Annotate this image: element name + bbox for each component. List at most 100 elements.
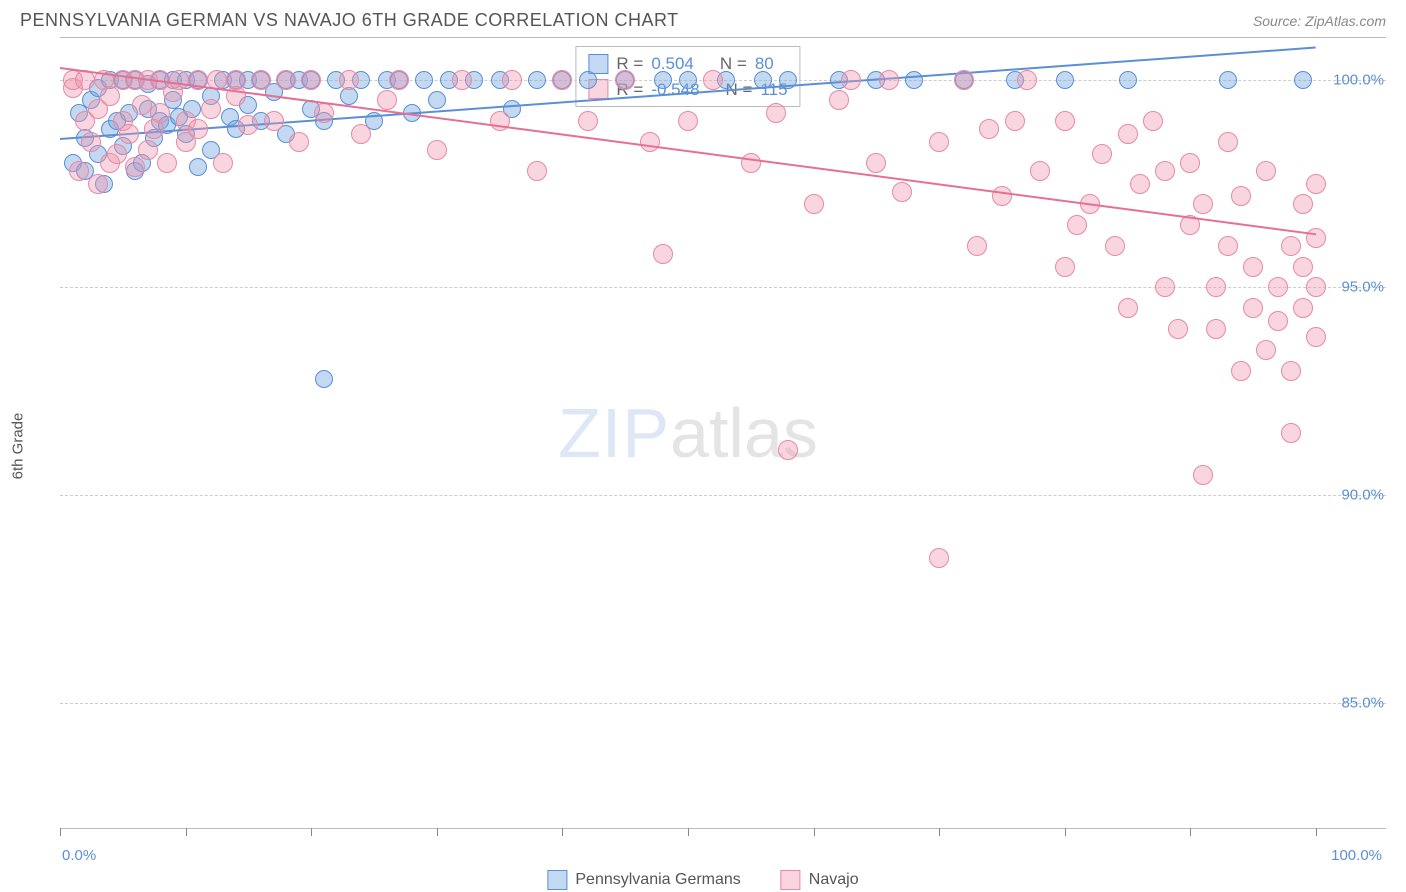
- data-point-pa_german: [654, 71, 672, 89]
- data-point-pa_german: [679, 71, 697, 89]
- data-point-pa_german: [579, 71, 597, 89]
- data-point-navajo: [578, 111, 598, 131]
- data-point-navajo: [954, 70, 974, 90]
- data-point-navajo: [1243, 298, 1263, 318]
- data-point-navajo: [188, 119, 208, 139]
- data-point-navajo: [452, 70, 472, 90]
- data-point-navajo: [276, 70, 296, 90]
- plot-area: ZIPatlas R =0.504N =80R =-0.548N =115 85…: [60, 38, 1316, 828]
- data-point-navajo: [1256, 161, 1276, 181]
- data-point-pa_german: [189, 158, 207, 176]
- data-point-navajo: [1268, 277, 1288, 297]
- data-point-navajo: [1306, 327, 1326, 347]
- data-point-pa_german: [1294, 71, 1312, 89]
- data-point-navajo: [1155, 161, 1175, 181]
- x-tick: [688, 828, 689, 836]
- data-point-navajo: [1231, 186, 1251, 206]
- data-point-navajo: [157, 153, 177, 173]
- data-point-navajo: [1118, 298, 1138, 318]
- series-swatch-navajo: [781, 870, 801, 890]
- data-point-pa_german: [528, 71, 546, 89]
- data-point-navajo: [1118, 124, 1138, 144]
- data-point-navajo: [1092, 144, 1112, 164]
- data-point-navajo: [1218, 236, 1238, 256]
- data-point-navajo: [979, 119, 999, 139]
- x-axis-max-label: 100.0%: [1331, 847, 1382, 864]
- data-point-navajo: [1105, 236, 1125, 256]
- data-point-navajo: [1281, 361, 1301, 381]
- y-axis-title: 6th Grade: [10, 413, 27, 480]
- data-point-navajo: [150, 103, 170, 123]
- data-point-navajo: [377, 90, 397, 110]
- data-point-navajo: [100, 86, 120, 106]
- data-point-navajo: [389, 70, 409, 90]
- data-point-navajo: [1293, 194, 1313, 214]
- gridline: [60, 495, 1386, 496]
- data-point-navajo: [1293, 298, 1313, 318]
- data-point-navajo: [678, 111, 698, 131]
- data-point-navajo: [967, 236, 987, 256]
- data-point-navajo: [653, 244, 673, 264]
- data-point-navajo: [1256, 340, 1276, 360]
- data-point-navajo: [1306, 228, 1326, 248]
- y-tick-label: 85.0%: [1319, 695, 1386, 712]
- series-swatch-pa_german: [547, 870, 567, 890]
- data-point-navajo: [829, 90, 849, 110]
- data-point-navajo: [107, 144, 127, 164]
- data-point-navajo: [119, 124, 139, 144]
- data-point-navajo: [132, 95, 152, 115]
- data-point-navajo: [1206, 319, 1226, 339]
- series-label-pa_german: Pennsylvania Germans: [575, 871, 740, 889]
- x-tick: [1316, 828, 1317, 836]
- data-point-navajo: [169, 70, 189, 90]
- data-point-pa_german: [415, 71, 433, 89]
- data-point-navajo: [201, 99, 221, 119]
- data-point-navajo: [264, 111, 284, 131]
- series-legend-item-navajo: Navajo: [781, 870, 859, 890]
- data-point-navajo: [804, 194, 824, 214]
- chart-title: PENNSYLVANIA GERMAN VS NAVAJO 6TH GRADE …: [20, 10, 679, 31]
- data-point-navajo: [1193, 194, 1213, 214]
- data-point-navajo: [339, 70, 359, 90]
- data-point-navajo: [766, 103, 786, 123]
- data-point-navajo: [1281, 423, 1301, 443]
- data-point-navajo: [1030, 161, 1050, 181]
- x-tick: [1065, 828, 1066, 836]
- data-point-navajo: [1306, 277, 1326, 297]
- data-point-navajo: [88, 174, 108, 194]
- data-point-pa_german: [1219, 71, 1237, 89]
- data-point-navajo: [1218, 132, 1238, 152]
- data-point-navajo: [640, 132, 660, 152]
- data-point-navajo: [314, 103, 334, 123]
- data-point-pa_german: [1119, 71, 1137, 89]
- data-point-navajo: [1268, 311, 1288, 331]
- data-point-navajo: [879, 70, 899, 90]
- data-point-navajo: [1231, 361, 1251, 381]
- data-point-navajo: [778, 440, 798, 460]
- data-point-navajo: [1017, 70, 1037, 90]
- data-point-navajo: [741, 153, 761, 173]
- data-point-navajo: [81, 132, 101, 152]
- series-legend: Pennsylvania Germans Navajo: [547, 870, 858, 890]
- x-tick: [60, 828, 61, 836]
- data-point-navajo: [1143, 111, 1163, 131]
- data-point-navajo: [1168, 319, 1188, 339]
- data-point-navajo: [527, 161, 547, 181]
- gridline: [60, 703, 1386, 704]
- x-tick: [939, 828, 940, 836]
- data-point-pa_german: [315, 370, 333, 388]
- y-tick-label: 100.0%: [1319, 71, 1386, 88]
- data-point-navajo: [1005, 111, 1025, 131]
- data-point-navajo: [69, 161, 89, 181]
- watermark: ZIPatlas: [558, 393, 818, 473]
- data-point-navajo: [1055, 257, 1075, 277]
- data-point-navajo: [427, 140, 447, 160]
- data-point-navajo: [1206, 277, 1226, 297]
- data-point-navajo: [502, 70, 522, 90]
- watermark-atlas: atlas: [670, 394, 818, 472]
- data-point-navajo: [301, 70, 321, 90]
- data-point-navajo: [251, 70, 271, 90]
- y-tick-label: 90.0%: [1319, 487, 1386, 504]
- data-point-navajo: [1243, 257, 1263, 277]
- data-point-navajo: [1293, 257, 1313, 277]
